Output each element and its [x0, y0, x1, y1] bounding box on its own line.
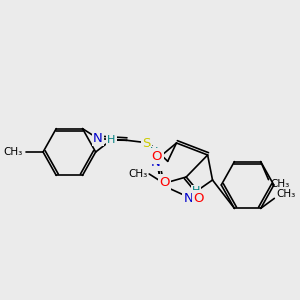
Text: O: O: [152, 149, 162, 163]
Text: N: N: [183, 193, 193, 206]
Text: O: O: [194, 191, 204, 205]
Text: O: O: [160, 176, 170, 188]
Text: N: N: [151, 157, 161, 169]
Text: CH₃: CH₃: [270, 178, 290, 189]
Text: H: H: [150, 147, 158, 157]
Text: CH₃: CH₃: [128, 169, 147, 179]
Text: CH₃: CH₃: [276, 189, 296, 200]
Text: S: S: [142, 137, 151, 150]
Text: CH₃: CH₃: [3, 147, 22, 157]
Text: H: H: [107, 135, 116, 145]
Text: H: H: [192, 186, 200, 196]
Text: N: N: [93, 132, 103, 145]
